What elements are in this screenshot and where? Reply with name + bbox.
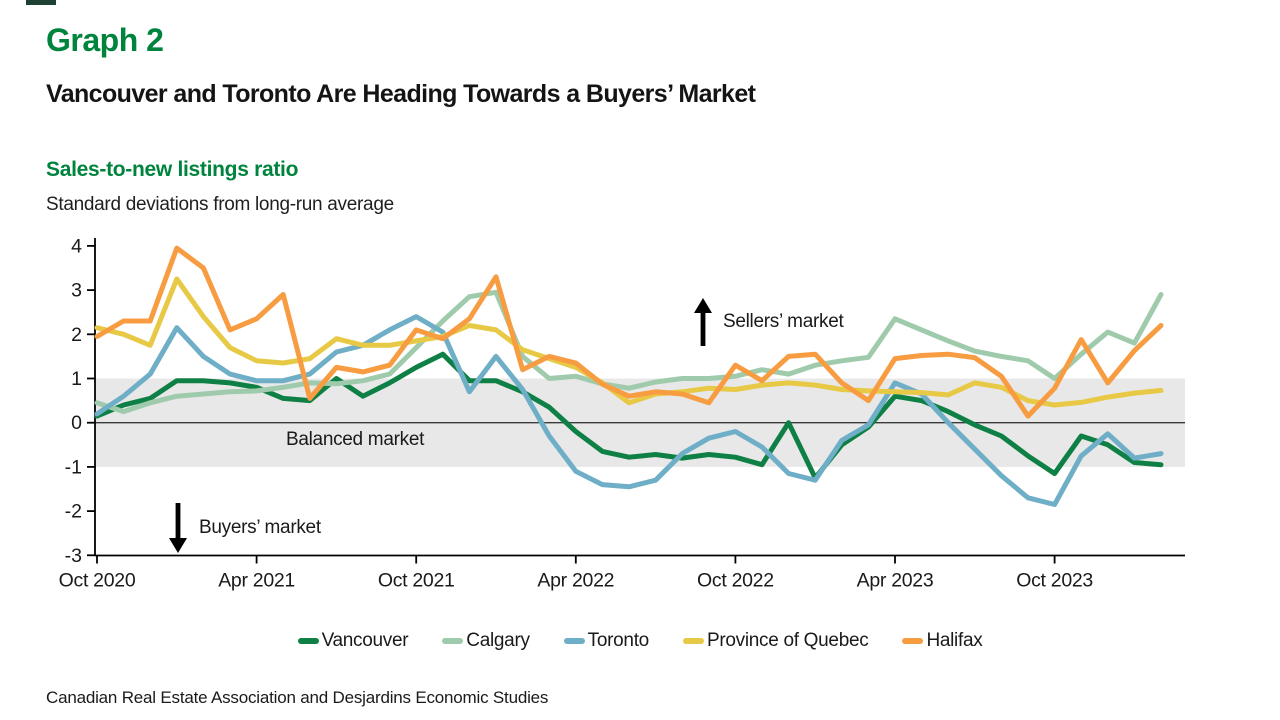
series-line-calgary (94, 289, 1164, 415)
x-tick-label: Apr 2023 (857, 570, 934, 592)
legend-item-vancouver: Vancouver (297, 630, 409, 652)
y-tick-label: 3 (71, 280, 82, 302)
legend-item-halifax: Halifax (902, 630, 983, 652)
x-tick-label: Oct 2020 (59, 570, 136, 592)
graph-number-label: Graph 2 (46, 22, 164, 58)
legend-item-toronto: Toronto (563, 630, 650, 652)
sellers-market-label: Sellers’ market (723, 311, 844, 332)
y-tick-label: -2 (65, 501, 82, 523)
page-title: Vancouver and Toronto Are Heading Toward… (46, 80, 756, 108)
legend-swatch (563, 638, 585, 644)
up-arrow-icon (694, 298, 712, 346)
y-tick-label: 4 (71, 235, 82, 257)
chart-title: Sales-to-new listings ratio (46, 158, 299, 181)
source-attribution: Canadian Real Estate Association and Des… (46, 688, 549, 707)
legend-swatch (682, 638, 704, 644)
x-tick-label: Oct 2023 (1016, 570, 1093, 592)
chart-units-subtitle: Standard deviations from long-run averag… (46, 194, 394, 215)
chart-legend: Vancouver Calgary Toronto Province of Quebe… (0, 630, 1280, 652)
legend-label: Calgary (466, 630, 530, 651)
series-line-halifax (94, 245, 1164, 419)
legend-swatch (297, 638, 319, 644)
series-line-toronto (94, 314, 1164, 507)
legend-label: Halifax (926, 630, 983, 651)
y-tick-label: 1 (71, 368, 82, 390)
y-tick-label: -3 (65, 545, 82, 567)
sellers-market-annotation: Sellers’ market (694, 298, 844, 346)
y-tick-label: 0 (71, 412, 82, 434)
buyers-market-label: Buyers’ market (199, 517, 321, 538)
top-left-dash (26, 0, 56, 5)
x-tick-label: Apr 2021 (218, 570, 295, 592)
legend-label: Vancouver (321, 630, 409, 651)
legend-label: Toronto (587, 630, 650, 651)
y-tick-label: -1 (65, 456, 82, 478)
x-tick-label: Apr 2022 (537, 570, 614, 592)
legend-item-province-of-quebec: Province of Quebec (682, 630, 869, 652)
buyers-market-annotation: Buyers’ market (169, 503, 321, 553)
legend-swatch (902, 638, 924, 644)
legend-swatch (442, 638, 464, 644)
balanced-market-label: Balanced market (286, 429, 425, 450)
series-line-province-of-quebec (94, 276, 1164, 408)
legend-item-calgary: Calgary (442, 630, 530, 652)
y-tick-label: 2 (71, 324, 82, 346)
x-tick-label: Oct 2021 (378, 570, 455, 592)
down-arrow-icon (169, 503, 187, 553)
series-line-vancouver (94, 351, 1164, 481)
x-tick-label: Oct 2022 (697, 570, 774, 592)
legend-label: Province of Quebec (706, 630, 869, 651)
